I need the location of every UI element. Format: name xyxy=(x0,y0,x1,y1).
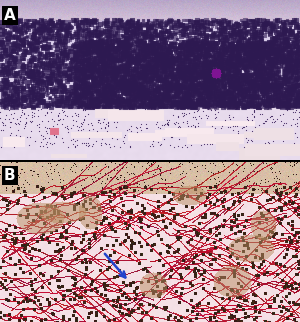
Text: B: B xyxy=(4,168,16,183)
Text: A: A xyxy=(4,8,16,23)
